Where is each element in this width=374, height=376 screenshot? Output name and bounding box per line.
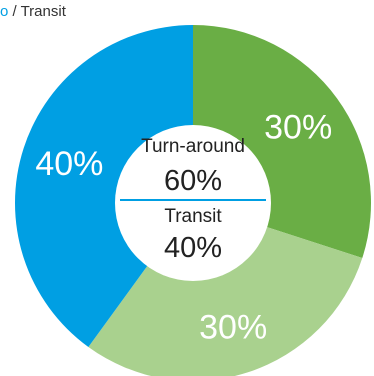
legend-text: / Transit [8,3,66,20]
slice-label-1: 30% [264,109,332,147]
center-top-value: 60% [164,165,222,197]
donut-center [115,125,271,281]
slice-label-2: 30% [199,309,267,347]
slice-label-3: 40% [35,145,103,183]
legend-accent-text: o [0,3,9,20]
donut-slice-2 [88,203,363,376]
center-bottom-label: Transit [164,206,222,227]
legend-fragment: o / Transit [0,3,66,20]
center-top-label: Turn-around [141,136,245,157]
center-bottom-value: 40% [164,232,222,264]
donut-slices [14,25,371,376]
donut-slice-3 [14,25,193,348]
